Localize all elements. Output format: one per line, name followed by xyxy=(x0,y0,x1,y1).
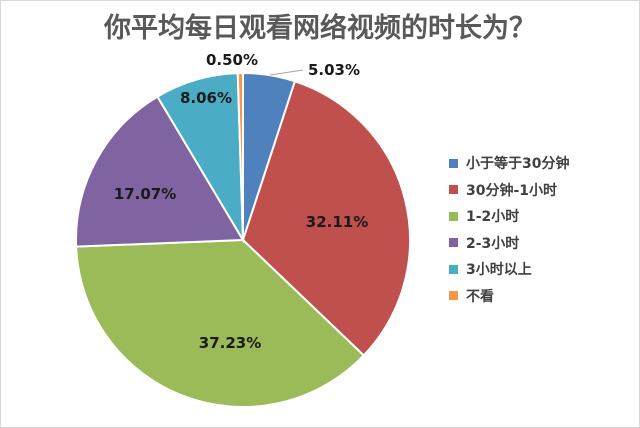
pie-slice xyxy=(75,95,245,248)
pie-slice xyxy=(75,238,366,408)
data-label-30min-1h: 32.11% xyxy=(305,213,369,231)
legend-item: 小于等于30分钟 xyxy=(449,150,569,177)
legend-swatch-icon xyxy=(449,185,458,195)
legend-item: 2-3小时 xyxy=(449,230,569,257)
legend-swatch-icon xyxy=(449,291,458,301)
legend-swatch-icon xyxy=(449,211,458,221)
legend-item: 1-2小时 xyxy=(449,203,569,230)
legend-swatch-icon xyxy=(449,238,458,248)
legend-swatch-icon xyxy=(449,264,458,274)
pie-slices xyxy=(75,71,412,408)
pie-slice xyxy=(236,71,244,241)
data-label-1-2h: 37.23% xyxy=(198,334,262,352)
data-label-lt30min: 5.03% xyxy=(307,61,361,79)
legend-item: 不看 xyxy=(449,283,569,310)
data-label-3h-plus: 8.06% xyxy=(179,89,233,107)
leader-line xyxy=(269,69,304,76)
legend-swatch-icon xyxy=(449,158,458,168)
legend-item: 30分钟-1小时 xyxy=(449,177,569,204)
legend: 小于等于30分钟 30分钟-1小时 1-2小时 2-3小时 3小时以上 不看 xyxy=(449,150,569,309)
chart-title: 你平均每日观看网络视频的时长为？ xyxy=(104,13,536,44)
data-label-none: 0.50% xyxy=(205,51,259,69)
legend-item: 3小时以上 xyxy=(449,256,569,283)
pie-slice xyxy=(241,80,412,357)
data-label-2-3h: 17.07% xyxy=(113,185,177,203)
